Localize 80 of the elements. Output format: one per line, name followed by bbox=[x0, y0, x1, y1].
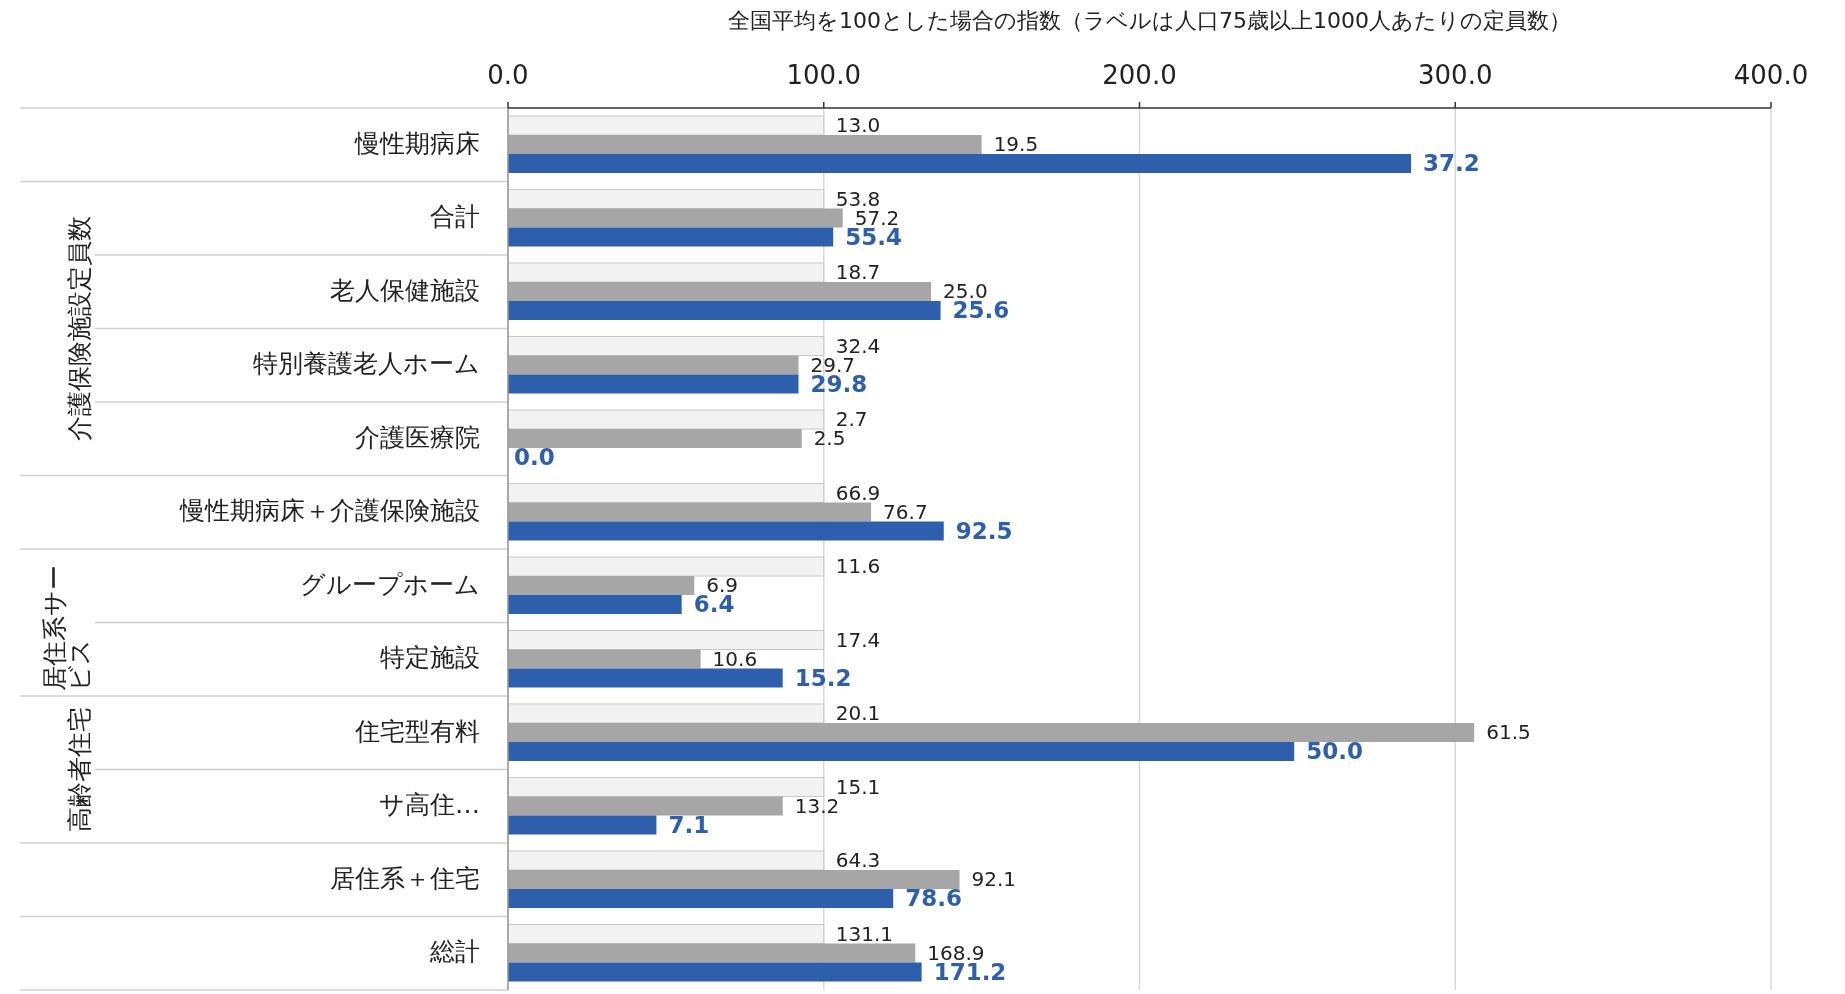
bar bbox=[507, 336, 825, 356]
x-tick-label: 100.0 bbox=[786, 60, 861, 90]
y-tick-label: 慢性期病床 bbox=[354, 128, 480, 158]
bar bbox=[507, 483, 825, 503]
x-tick-label: 400.0 bbox=[1733, 60, 1809, 90]
annotation: 17.4 bbox=[835, 627, 881, 652]
y-tick-label: サ高住… bbox=[379, 790, 480, 820]
annotation: 13.0 bbox=[835, 113, 881, 137]
annotation: 7.1 bbox=[668, 811, 710, 838]
y-tick-label: 居住系＋住宅 bbox=[330, 863, 480, 893]
annotation: 92.1 bbox=[971, 867, 1017, 891]
bar bbox=[508, 796, 783, 816]
bar bbox=[508, 742, 1295, 761]
annotation: 53.8 bbox=[835, 186, 881, 211]
bar bbox=[507, 850, 825, 871]
bar bbox=[508, 870, 960, 889]
bar bbox=[508, 135, 982, 154]
annotation: 37.2 bbox=[1423, 150, 1480, 176]
y-tick-label: グループホーム bbox=[300, 569, 480, 599]
x-axis-title: 全国平均を100とした場合の指数（ラベルは人口75歳以上1000人あたりの定員数） bbox=[728, 8, 1571, 33]
annotation: 6.4 bbox=[693, 591, 735, 617]
bar bbox=[508, 502, 872, 522]
bar bbox=[508, 815, 657, 835]
y-tick-label: 特定施設 bbox=[380, 643, 480, 673]
annotation: 18.7 bbox=[835, 260, 881, 284]
annotation: 11.6 bbox=[835, 554, 881, 578]
y-tick-label: 老人保健施設 bbox=[330, 275, 480, 305]
bar bbox=[507, 924, 825, 944]
annotation: 25.6 bbox=[952, 297, 1010, 323]
annotation: 32.4 bbox=[835, 333, 881, 358]
bar bbox=[508, 576, 695, 595]
bar bbox=[507, 556, 825, 577]
bar bbox=[508, 429, 802, 448]
bar bbox=[507, 409, 825, 430]
annotation: 92.5 bbox=[955, 517, 1013, 544]
annotation: 10.6 bbox=[712, 646, 758, 671]
bar bbox=[507, 189, 825, 209]
bar bbox=[508, 374, 799, 394]
annotation: 0.0 bbox=[514, 444, 555, 470]
bar bbox=[508, 962, 922, 982]
bar bbox=[508, 282, 932, 301]
annotation: 19.5 bbox=[993, 132, 1039, 156]
annotation: 131.1 bbox=[835, 921, 894, 946]
text: 居住系サービス bbox=[40, 565, 94, 691]
annotation: 66.9 bbox=[835, 480, 881, 505]
bar bbox=[508, 668, 783, 688]
bar bbox=[508, 889, 894, 908]
bar bbox=[507, 703, 825, 724]
annotation: 20.1 bbox=[835, 701, 881, 725]
y-tick-label: 慢性期病床＋介護保険施設 bbox=[179, 496, 480, 526]
bar bbox=[508, 595, 682, 614]
y-tick-label: 特別養護老人ホーム bbox=[253, 349, 480, 379]
annotation: 78.6 bbox=[905, 885, 962, 911]
bar bbox=[508, 943, 916, 963]
y-tick-label: 総計 bbox=[429, 937, 480, 967]
bar bbox=[508, 154, 1412, 173]
bar bbox=[507, 777, 825, 797]
annotation: 50.0 bbox=[1306, 738, 1363, 764]
x-tick-label: 300.0 bbox=[1418, 60, 1493, 90]
bar bbox=[508, 355, 799, 375]
x-tick-label: 200.0 bbox=[1102, 60, 1177, 90]
text: 介護保険施設定員数 bbox=[65, 216, 94, 441]
y-tick-label: 住宅型有料 bbox=[354, 716, 480, 746]
bar bbox=[508, 208, 843, 228]
annotation: 64.3 bbox=[835, 848, 881, 872]
bar bbox=[508, 521, 944, 541]
bar bbox=[508, 227, 834, 247]
bar bbox=[507, 262, 825, 283]
annotation: 15.2 bbox=[794, 664, 852, 691]
annotation: 61.5 bbox=[1486, 720, 1531, 744]
bar bbox=[507, 115, 825, 136]
bar bbox=[508, 649, 701, 669]
y-tick-label: 介護医療院 bbox=[355, 422, 480, 452]
bar bbox=[508, 301, 941, 320]
x-tick-label: 0.0 bbox=[487, 60, 529, 90]
bar bbox=[507, 630, 825, 650]
text: 高齢者住宅 bbox=[65, 707, 94, 832]
bar bbox=[508, 723, 1475, 742]
y-tick-label: 合計 bbox=[430, 202, 480, 232]
annotation: 76.7 bbox=[883, 499, 928, 524]
